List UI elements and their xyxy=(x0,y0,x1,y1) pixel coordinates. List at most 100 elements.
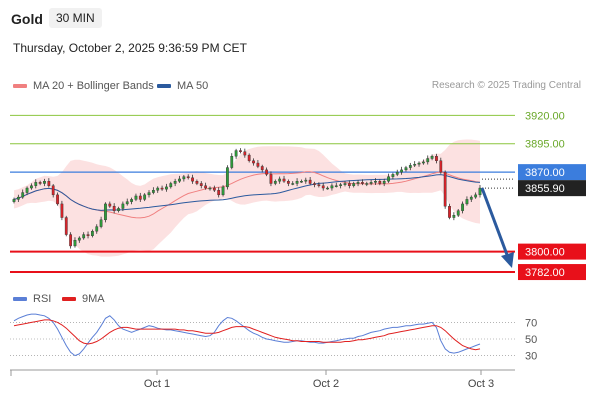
candle-body xyxy=(334,185,338,187)
candle-body xyxy=(43,181,46,184)
candle-body xyxy=(130,199,133,202)
candle xyxy=(334,182,338,188)
candle xyxy=(313,181,316,188)
candle xyxy=(121,201,125,212)
candle-body xyxy=(138,195,142,200)
legend-9ma-swatch xyxy=(62,297,76,301)
candle xyxy=(156,186,160,193)
candle xyxy=(408,162,412,171)
candle-body xyxy=(374,181,377,183)
legend-rsi-label: RSI xyxy=(33,293,52,305)
candle-body xyxy=(300,181,303,183)
candle-body xyxy=(173,181,177,184)
candle xyxy=(465,196,469,206)
candle-body xyxy=(391,174,395,177)
candle xyxy=(108,201,112,208)
candle xyxy=(387,173,390,183)
candle-body xyxy=(343,183,347,185)
candle-body xyxy=(430,156,434,159)
candle xyxy=(99,216,103,229)
candle xyxy=(417,161,421,167)
candle-body xyxy=(465,199,469,205)
candle xyxy=(212,185,216,192)
candle-body xyxy=(34,182,38,186)
candle xyxy=(134,193,138,202)
candle xyxy=(112,203,116,214)
candle xyxy=(391,172,395,180)
candle xyxy=(265,167,268,177)
candle-body xyxy=(112,205,116,211)
candle-body xyxy=(382,181,386,184)
ma50-line xyxy=(13,174,481,211)
candle xyxy=(321,182,325,191)
candle xyxy=(461,201,464,214)
candle xyxy=(347,180,351,189)
candle xyxy=(404,165,408,172)
candle-body xyxy=(413,163,417,166)
level-label-4: 3782.00 xyxy=(518,264,586,281)
level-box-4 xyxy=(518,264,586,281)
instrument-title: Gold xyxy=(11,11,43,27)
candle-body xyxy=(461,203,464,211)
candle xyxy=(173,178,177,187)
candle-body xyxy=(208,187,212,190)
candle xyxy=(60,200,64,221)
candle-body xyxy=(361,182,364,184)
candle-body xyxy=(282,178,286,182)
timeframe-badge[interactable]: 30 MIN xyxy=(49,8,102,28)
candle xyxy=(330,183,334,191)
candle xyxy=(378,179,382,186)
candle xyxy=(143,193,147,202)
candle-body xyxy=(326,187,329,190)
candle-body xyxy=(182,176,186,180)
candle xyxy=(16,194,20,202)
candle xyxy=(352,181,356,188)
candle xyxy=(82,232,86,240)
candle-body xyxy=(60,203,64,218)
bollinger-band xyxy=(14,139,480,257)
candle xyxy=(91,229,94,238)
candle-body xyxy=(278,178,282,182)
candle xyxy=(365,181,369,187)
candle xyxy=(430,154,434,161)
candle xyxy=(234,148,238,159)
candle-body xyxy=(134,195,138,200)
candle-body xyxy=(308,179,312,184)
candle-body xyxy=(16,196,20,200)
candle-body xyxy=(265,169,268,175)
candle xyxy=(269,171,273,187)
candle-body xyxy=(387,176,390,182)
candle xyxy=(456,209,460,217)
candle-body xyxy=(69,234,73,247)
candle-body xyxy=(73,240,77,247)
legend-9ma: 9MA xyxy=(62,293,105,305)
candle-body xyxy=(291,183,295,185)
candle xyxy=(478,184,482,198)
candle-body xyxy=(356,182,360,184)
candle xyxy=(252,158,255,166)
candle-body xyxy=(121,203,125,209)
candle-body xyxy=(91,230,94,236)
candle xyxy=(452,212,456,221)
candle-body xyxy=(51,185,55,196)
candle-body xyxy=(25,187,29,193)
candle xyxy=(474,192,478,199)
candle-body xyxy=(151,190,155,193)
candle-body xyxy=(104,203,107,221)
candle-body xyxy=(204,185,208,189)
candle-body xyxy=(12,199,16,202)
candle-body xyxy=(443,171,447,207)
level-label-3: 3800.00 xyxy=(518,243,586,260)
candle xyxy=(64,215,68,237)
candle-body xyxy=(317,184,321,186)
candle-body xyxy=(369,182,373,184)
candle-body xyxy=(230,156,234,168)
candle xyxy=(413,161,417,168)
candle-body xyxy=(191,177,194,182)
level-label-2: 3870.00 xyxy=(518,164,586,181)
candle xyxy=(130,197,133,205)
candle xyxy=(195,179,199,186)
candle xyxy=(199,181,203,189)
level-text-2: 3870.00 xyxy=(525,167,565,179)
